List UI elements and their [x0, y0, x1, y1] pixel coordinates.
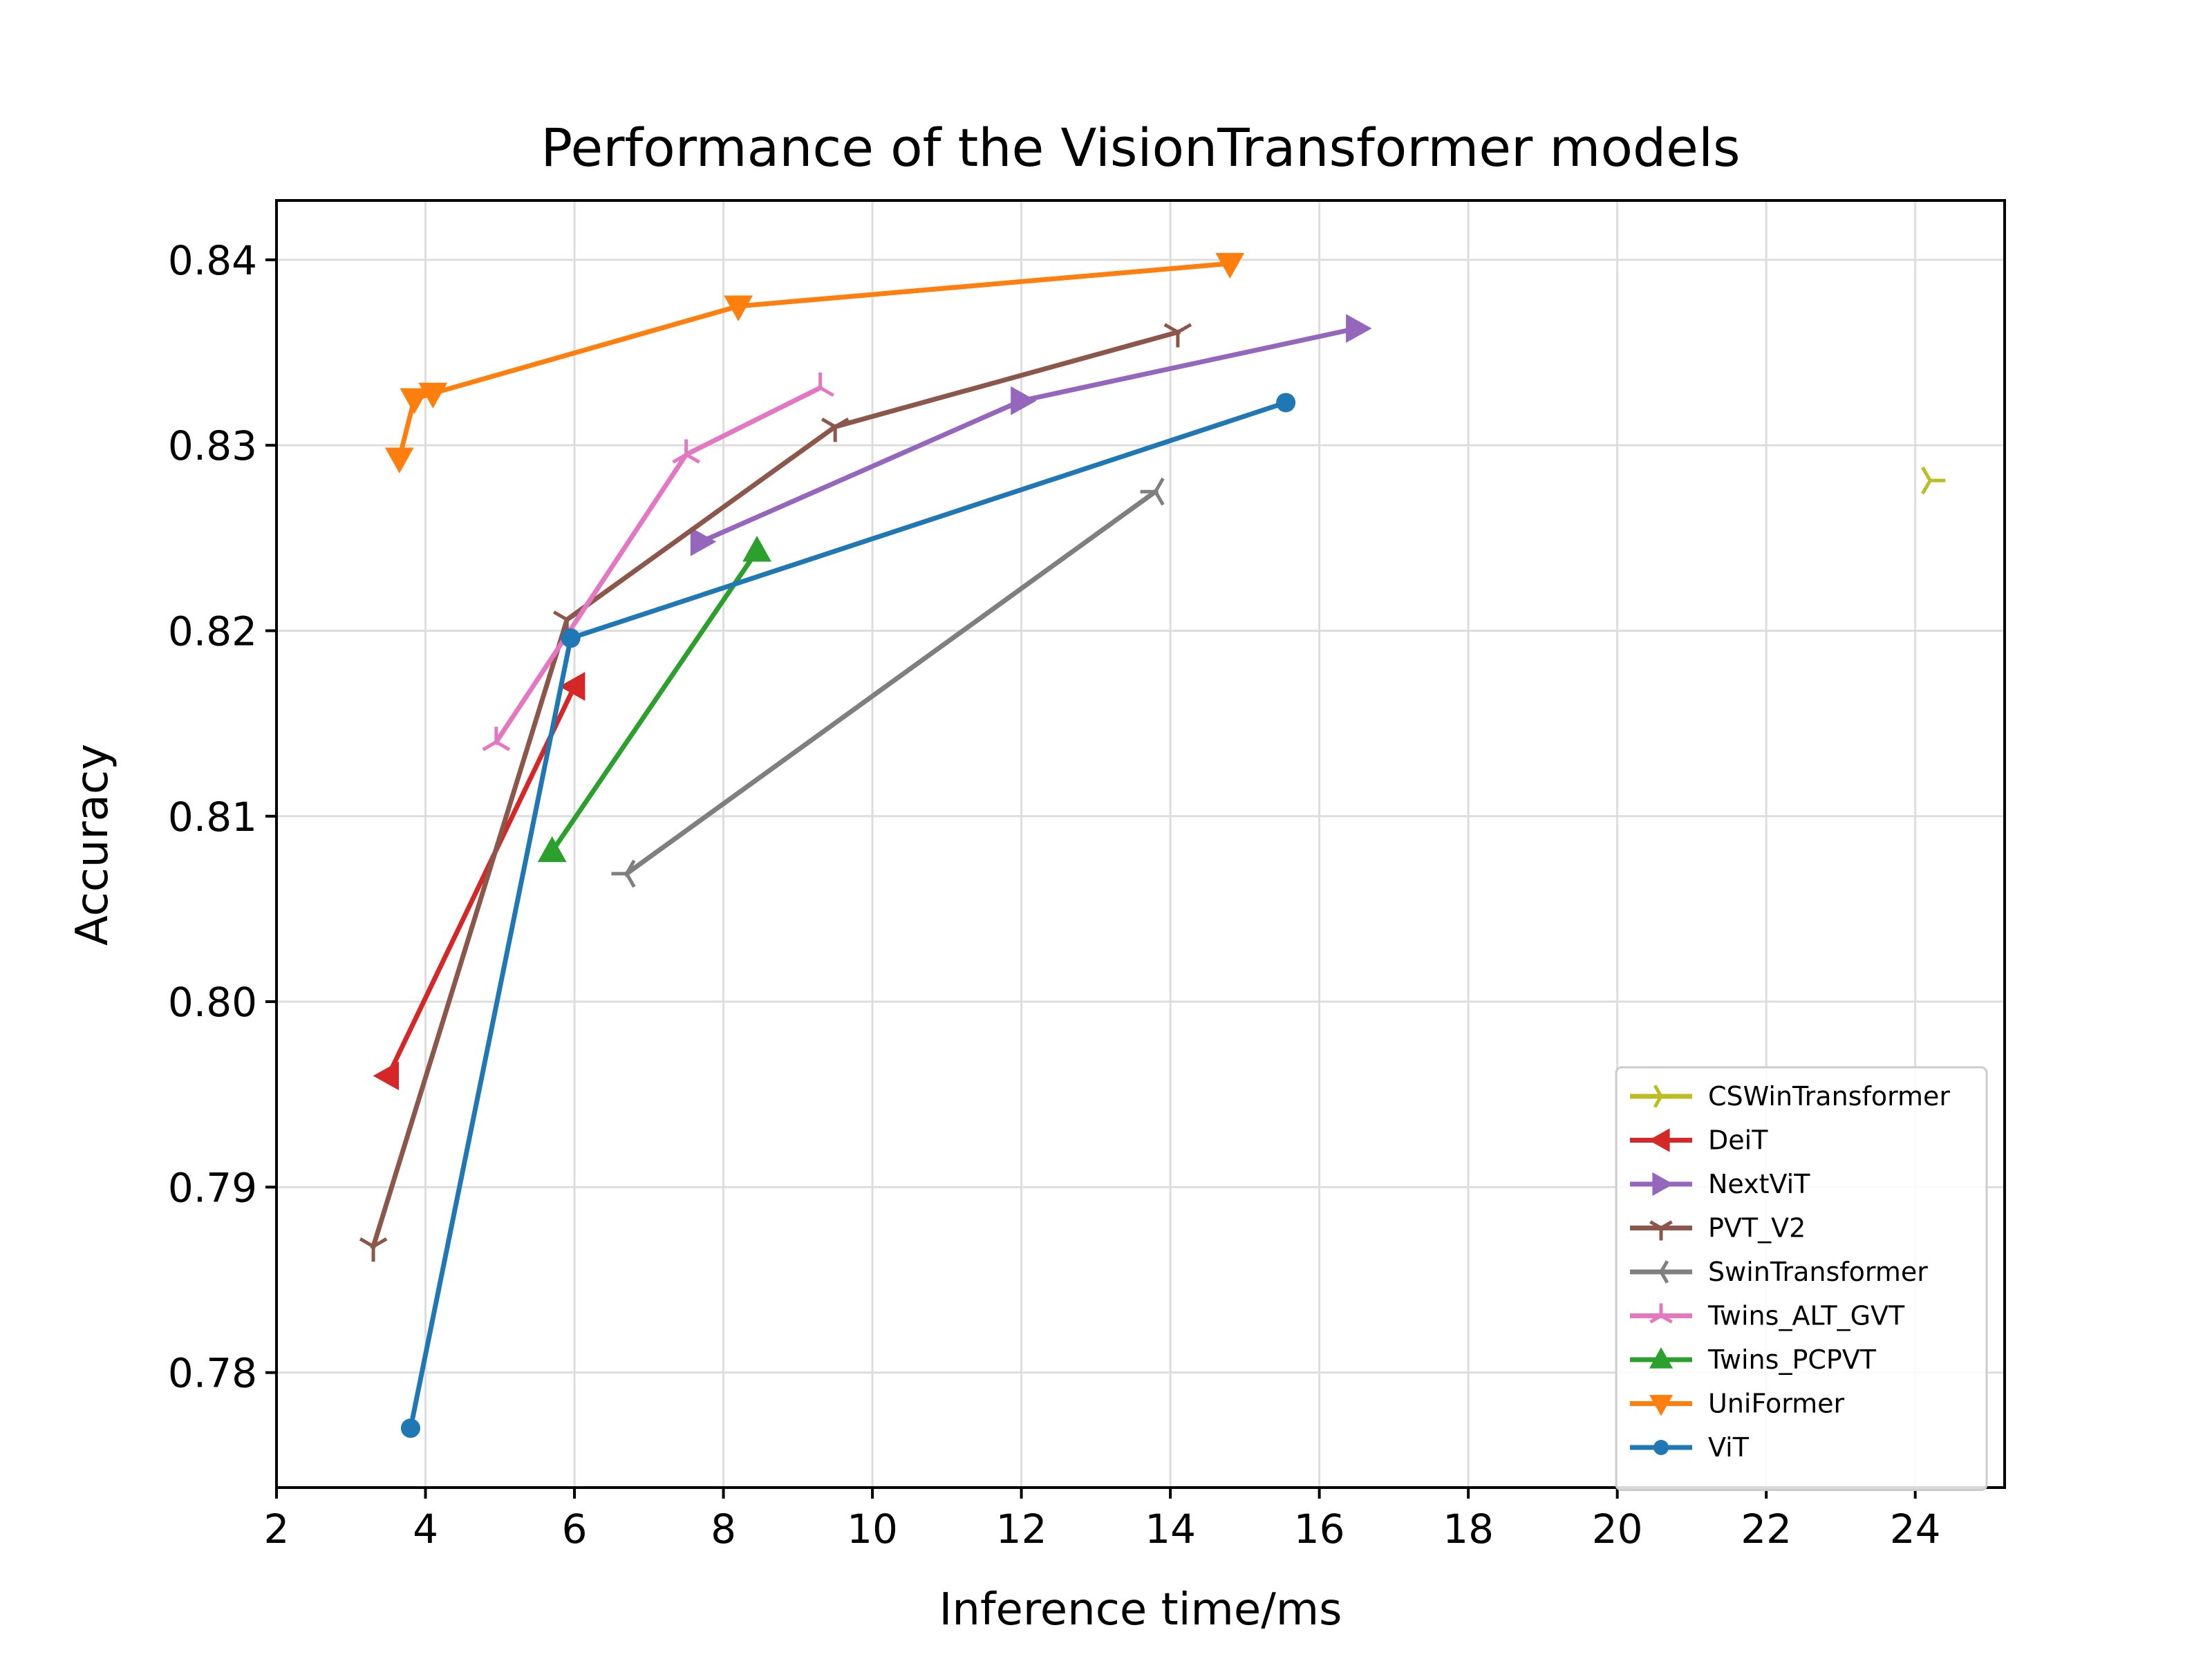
series-twins-alt-gvt	[482, 372, 834, 751]
legend-item-twins-alt-gvt: Twins_ALT_GVT	[1630, 1301, 1905, 1331]
legend-label: DeiT	[1708, 1125, 1768, 1156]
data-point-twins-pcpvt	[742, 536, 771, 562]
x-tick-label: 18	[1443, 1506, 1494, 1553]
legend-marker-deit	[1649, 1128, 1670, 1152]
series-uniformer	[384, 252, 1245, 474]
series-pvt-v2	[359, 323, 1192, 1262]
x-tick-label: 14	[1145, 1506, 1196, 1553]
series-swintransformer	[611, 477, 1165, 888]
x-tick-label: 16	[1294, 1506, 1345, 1553]
series-line-deit	[384, 683, 578, 1080]
y-tick-label: 0.78	[168, 1350, 257, 1397]
legend-item-pvt-v2: PVT_V2	[1630, 1213, 1806, 1244]
data-point-twins-alt-gvt	[806, 372, 834, 397]
data-point-pvt-v2	[359, 1237, 388, 1262]
data-point-swintransformer	[1140, 477, 1165, 506]
legend: CSWinTransformer DeiT NextViT PVT_V2 SwinTra…	[1615, 1066, 1988, 1491]
x-tick-label: 20	[1592, 1506, 1643, 1553]
data-point-vit	[1276, 393, 1296, 413]
legend-item-twins-pcpvt: Twins_PCPVT	[1630, 1344, 1877, 1375]
x-tick-label: 6	[562, 1506, 588, 1553]
x-tick-label: 10	[847, 1506, 898, 1553]
chart-title: Performance of the VisionTransformer mod…	[541, 117, 1740, 178]
legend-label: UniFormer	[1708, 1389, 1845, 1419]
x-tick-label: 4	[413, 1506, 438, 1553]
legend-label: SwinTransformer	[1708, 1257, 1928, 1287]
legend-label: PVT_V2	[1708, 1213, 1806, 1244]
y-tick-label: 0.82	[168, 608, 257, 655]
data-point-deit	[559, 672, 585, 701]
legend-marker-cswintransformer	[1653, 1085, 1674, 1108]
series-layer	[359, 252, 1946, 1438]
x-tick-label: 8	[711, 1506, 736, 1553]
legend-label: Twins_ALT_GVT	[1707, 1301, 1905, 1331]
legend-item-uniformer: UniFormer	[1630, 1389, 1845, 1419]
data-point-nextvit	[690, 527, 717, 556]
data-point-uniformer	[724, 295, 753, 321]
data-point-uniformer	[384, 447, 414, 474]
series-cswintransformer	[1921, 466, 1946, 495]
data-point-swintransformer	[611, 859, 636, 888]
data-point-uniformer	[418, 382, 448, 409]
legend-marker-twins-alt-gvt	[1649, 1303, 1673, 1324]
data-point-nextvit	[1346, 314, 1372, 344]
plot-frame	[275, 199, 2006, 1489]
legend-item-cswintransformer: CSWinTransformer	[1630, 1081, 1950, 1112]
x-axis-label: Inference time/ms	[939, 1584, 1342, 1635]
series-line-pvt-v2	[370, 329, 1181, 1250]
series-nextvit	[690, 314, 1372, 556]
data-point-uniformer	[400, 388, 429, 415]
data-point-cswintransformer	[1921, 466, 1946, 495]
legend-marker-twins-pcpvt	[1649, 1347, 1674, 1369]
legend-marker-swintransformer	[1649, 1260, 1669, 1284]
series-line-twins-pcpvt	[548, 547, 760, 855]
data-point-vit	[561, 628, 581, 648]
axis-ticks: 2 4 6 8 10 12 14 16 18 20 22 240.780.790.800.810.82…	[168, 237, 1941, 1553]
y-axis-label: Accuracy	[67, 744, 118, 946]
series-vit	[400, 393, 1296, 1438]
x-tick-label: 24	[1890, 1506, 1941, 1553]
series-twins-pcpvt	[537, 536, 771, 863]
legend-label: CSWinTransformer	[1708, 1081, 1950, 1112]
data-point-pvt-v2	[821, 418, 850, 442]
data-point-pvt-v2	[1163, 323, 1192, 348]
data-point-vit	[400, 1418, 420, 1438]
legend-marker-nextvit	[1652, 1172, 1674, 1197]
legend-label: ViT	[1708, 1432, 1750, 1463]
legend-item-nextvit: NextViT	[1630, 1169, 1810, 1199]
series-deit	[373, 672, 585, 1091]
legend-item-deit: DeiT	[1630, 1125, 1768, 1156]
legend-item-swintransformer: SwinTransformer	[1630, 1257, 1928, 1287]
x-tick-label: 2	[264, 1506, 290, 1553]
data-point-twins-alt-gvt	[482, 727, 511, 751]
legend-marker-pvt-v2	[1649, 1220, 1673, 1241]
y-tick-label: 0.80	[168, 979, 257, 1026]
legend-label: NextViT	[1708, 1169, 1810, 1199]
data-point-uniformer	[1215, 252, 1245, 279]
x-tick-label: 22	[1741, 1506, 1792, 1553]
y-tick-label: 0.83	[168, 422, 257, 469]
legend-marker-uniformer	[1649, 1394, 1674, 1416]
legend-item-vit: ViT	[1630, 1432, 1750, 1463]
x-tick-label: 12	[996, 1506, 1047, 1553]
data-point-twins-pcpvt	[537, 836, 567, 863]
y-tick-label: 0.84	[168, 237, 257, 284]
legend-label: Twins_PCPVT	[1707, 1344, 1877, 1375]
y-tick-label: 0.79	[168, 1164, 257, 1211]
legend-marker-vit	[1653, 1440, 1669, 1455]
y-tick-label: 0.81	[168, 794, 257, 841]
data-point-nextvit	[1011, 386, 1037, 415]
data-point-twins-alt-gvt	[672, 439, 700, 464]
data-point-deit	[373, 1061, 400, 1091]
legend-box	[1615, 1066, 1988, 1491]
series-line-swintransformer	[623, 488, 1159, 877]
